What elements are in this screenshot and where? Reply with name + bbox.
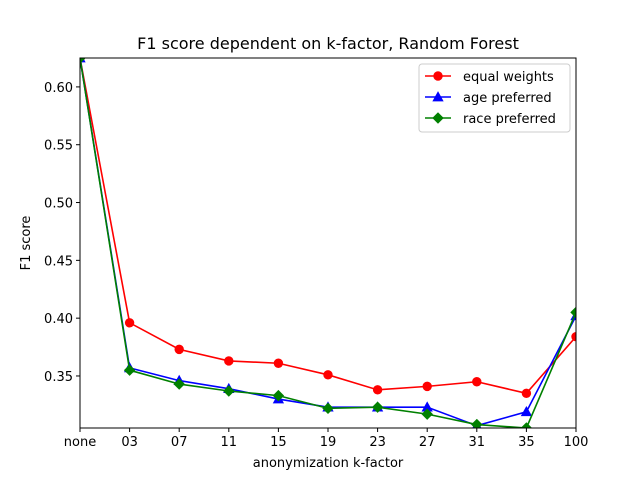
legend-marker-equal-weights <box>433 71 443 81</box>
x-tick-label: 15 <box>270 435 287 450</box>
y-tick-label: 0.50 <box>44 197 73 212</box>
data-point-race-preferred <box>421 408 433 420</box>
data-point-race-preferred <box>80 58 86 64</box>
data-point-equal-weights <box>174 344 184 355</box>
legend-box <box>418 63 571 133</box>
data-point-equal-weights <box>472 377 482 387</box>
data-point-race-preferred <box>570 306 576 319</box>
data-point-equal-weights <box>224 356 234 366</box>
x-tick-label: 35 <box>518 435 535 450</box>
data-point-race-preferred <box>322 402 334 415</box>
x-tick-label: 100 <box>564 435 589 450</box>
data-point-equal-weights <box>323 370 333 380</box>
data-point-equal-weights <box>521 388 532 399</box>
x-tick-label: 11 <box>221 435 238 450</box>
data-point-equal-weights <box>422 381 432 392</box>
data-point-equal-weights <box>273 358 284 368</box>
x-tick-label: 03 <box>121 435 138 450</box>
legend-marker-race-preferred <box>432 112 444 124</box>
data-point-equal-weights <box>124 318 135 328</box>
data-point-race-preferred <box>520 422 533 428</box>
y-axis-label: F1 score <box>19 216 34 271</box>
y-tick-label: 0.45 <box>44 254 73 269</box>
data-point-race-preferred <box>223 385 235 397</box>
y-tick-label: 0.40 <box>44 312 73 327</box>
data-point-age-preferred <box>520 405 533 417</box>
y-tick-label: 0.55 <box>44 139 73 154</box>
x-tick-label: 07 <box>171 435 188 450</box>
x-tick-label: 31 <box>469 435 486 450</box>
data-point-race-preferred <box>272 389 285 402</box>
data-point-race-preferred <box>471 418 483 428</box>
chart-title: F1 score dependent on k-factor, Random F… <box>137 34 519 53</box>
legend-marker-age-preferred <box>432 91 444 102</box>
legend-label-race-preferred: race preferred <box>463 112 556 127</box>
legend-label-age-preferred: age preferred <box>463 91 552 106</box>
legend-label-equal-weights: equal weights <box>463 70 554 85</box>
x-tick-label: 19 <box>320 435 337 450</box>
data-point-race-preferred <box>173 378 185 390</box>
legend: equal weights age preferred race preferred <box>418 63 571 133</box>
x-tick-label: none <box>64 435 96 450</box>
y-tick-label: 0.35 <box>44 370 73 385</box>
y-tick-label: 0.60 <box>44 81 73 96</box>
data-point-race-preferred <box>371 401 384 413</box>
x-axis-label: anonymization k-factor <box>253 456 404 471</box>
x-tick-label: 27 <box>419 435 436 450</box>
x-tick-label: 23 <box>369 435 386 450</box>
data-point-equal-weights <box>372 385 383 395</box>
data-point-race-preferred <box>123 364 136 376</box>
